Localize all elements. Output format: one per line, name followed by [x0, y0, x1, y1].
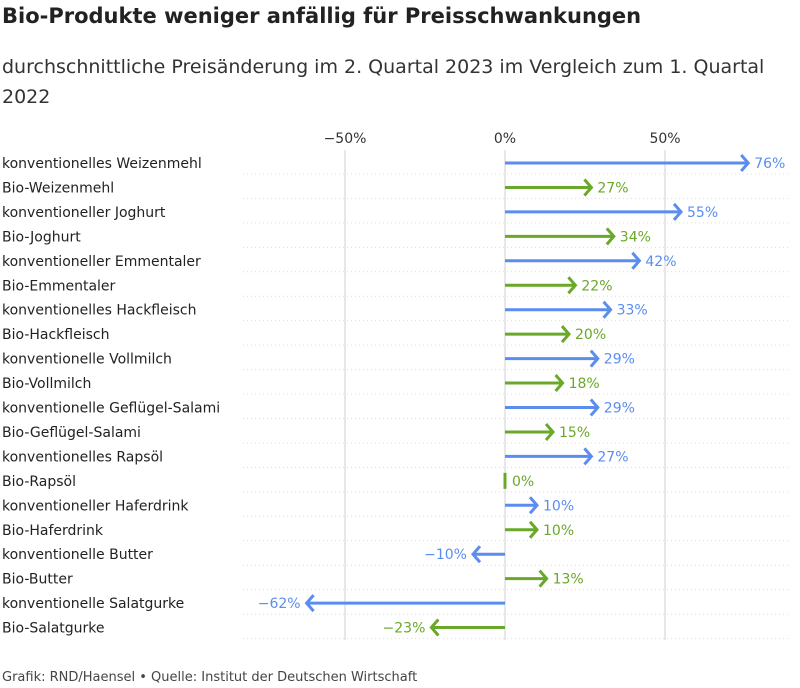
value-label: 20%	[575, 327, 606, 343]
value-label: −10%	[424, 547, 467, 563]
bar-arrowhead	[583, 447, 594, 466]
category-label: konventioneller Emmentaler	[2, 254, 201, 270]
category-label: konventionelle Butter	[2, 547, 153, 563]
category-label: konventionelle Geflügel-Salami	[2, 401, 220, 417]
category-label: Bio-Salatgurke	[2, 621, 105, 637]
bar-arrowhead	[602, 300, 613, 319]
source-footer: Grafik: RND/Haensel • Quelle: Institut d…	[2, 670, 418, 685]
category-label: konventioneller Haferdrink	[2, 498, 189, 514]
value-label: 76%	[754, 156, 785, 172]
category-label: Bio-Vollmilch	[2, 376, 91, 392]
x-tick-label: 50%	[649, 131, 680, 147]
category-label: Bio-Joghurt	[2, 229, 81, 245]
value-label: 29%	[604, 352, 635, 368]
value-label: 18%	[569, 376, 600, 392]
x-tick-label: 0%	[494, 131, 516, 147]
value-label: −23%	[383, 621, 426, 637]
value-label: 10%	[543, 523, 574, 539]
bar-arrowhead	[589, 398, 600, 417]
bar-arrowhead	[605, 227, 616, 246]
value-label: 13%	[553, 572, 584, 588]
bar-arrowhead	[554, 374, 565, 393]
x-tick-label: −50%	[324, 131, 367, 147]
category-label: Bio-Geflügel-Salami	[2, 425, 141, 441]
category-label: Bio-Haferdrink	[2, 523, 104, 539]
arrow-bar-chart: −50% 0% 50% konventionelles Weizenmehl 76% Bi…	[2, 131, 790, 640]
bar-arrowhead	[538, 569, 549, 588]
value-label: 27%	[597, 449, 628, 465]
bar-arrowhead	[528, 520, 539, 539]
value-label: 0%	[512, 474, 534, 490]
category-label: konventioneller Joghurt	[2, 205, 166, 221]
category-label: konventionelle Salatgurke	[2, 596, 184, 612]
category-label: konventionelles Weizenmehl	[2, 156, 202, 172]
bar-arrowhead	[589, 349, 600, 368]
category-label: Bio-Emmentaler	[2, 278, 116, 294]
bar-arrowhead	[583, 178, 594, 197]
value-label: 42%	[645, 254, 676, 270]
category-label: konventionelles Hackfleisch	[2, 303, 196, 319]
bar-arrowhead	[740, 154, 751, 172]
category-label: Bio-Hackfleisch	[2, 327, 109, 343]
value-label: 22%	[581, 278, 612, 294]
bar-arrowhead	[672, 202, 683, 221]
category-label: Bio-Butter	[2, 572, 73, 588]
bar-arrowhead	[429, 618, 440, 637]
value-label: −62%	[258, 596, 301, 612]
bar-arrowhead	[528, 496, 539, 515]
value-label: 55%	[687, 205, 718, 221]
bar-arrowhead	[544, 422, 555, 441]
value-label: 33%	[617, 303, 648, 319]
chart-subtitle: durchschnittliche Preisänderung im 2. Qu…	[2, 56, 765, 108]
bar-arrowhead	[631, 251, 642, 270]
bar-arrowhead	[471, 545, 482, 564]
value-label: 27%	[597, 180, 628, 196]
value-label: 15%	[559, 425, 590, 441]
bar-arrowhead	[567, 276, 578, 295]
bar-arrowhead	[560, 325, 571, 344]
category-label: Bio-Weizenmehl	[2, 180, 114, 196]
bar-arrowhead	[304, 594, 315, 613]
category-label: Bio-Rapsöl	[2, 474, 76, 490]
category-label: konventionelles Rapsöl	[2, 449, 163, 465]
value-label: 29%	[604, 401, 635, 417]
category-label: konventionelle Vollmilch	[2, 352, 172, 368]
value-label: 34%	[620, 229, 651, 245]
chart-title: Bio-Produkte weniger anfällig für Preiss…	[2, 4, 642, 28]
value-label: 10%	[543, 498, 574, 514]
